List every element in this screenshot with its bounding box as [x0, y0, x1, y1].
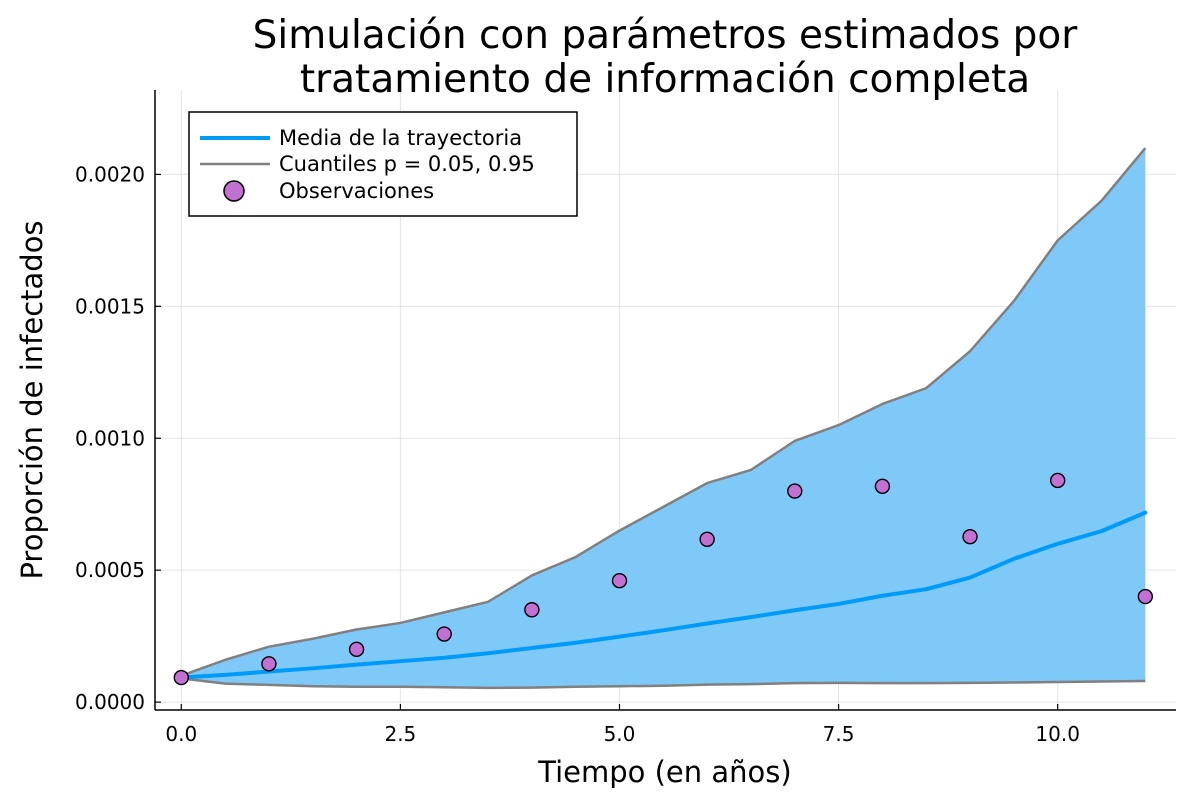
quantile-band	[181, 148, 1146, 688]
x-tick-label: 7.5	[823, 722, 855, 746]
observation-point	[699, 531, 715, 548]
series-lines	[179, 147, 1148, 690]
upper-quantile-line	[180, 147, 1147, 677]
observation-point	[611, 573, 628, 589]
tick-labels: 0.0 2.5 5.0 7.5 10.0 0.0000 0.0005 0.0010 0.0015…	[75, 162, 1080, 746]
y-axis-label: Proporción de infectados	[15, 220, 49, 579]
observation-point	[874, 478, 891, 494]
y-tick-label: 0.0020	[75, 162, 145, 186]
observation-points	[173, 472, 1154, 686]
y-tick-label: 0.0015	[75, 294, 145, 318]
y-tick-label: 0.0000	[75, 690, 145, 714]
observation-point	[787, 483, 803, 499]
chart-title-line-2: tratamiento de información completa	[300, 57, 1030, 102]
y-tick-label: 0.0010	[75, 426, 145, 450]
x-axis-label: Tiempo (en años)	[537, 755, 791, 789]
y-tick-label: 0.0005	[75, 558, 145, 582]
observation-point	[1137, 588, 1154, 605]
observation-point	[261, 656, 277, 672]
legend-quantile-label: Cuantiles p = 0.05, 0.95	[279, 152, 535, 176]
observation-point	[436, 626, 452, 642]
x-tick-label: 0.0	[165, 722, 197, 746]
legend-observation-label: Observaciones	[279, 179, 434, 203]
quantile-band-area	[181, 148, 1146, 688]
observation-point	[962, 528, 978, 545]
observation-point	[1049, 472, 1066, 489]
legend: Media de la trayectoria Cuantiles p = 0.…	[188, 111, 578, 217]
mean-trajectory-line	[179, 510, 1148, 680]
x-tick-label: 2.5	[384, 722, 416, 746]
observation-point	[173, 669, 189, 686]
x-tick-label: 5.0	[604, 722, 636, 746]
observation-point	[524, 602, 540, 618]
legend-mean-label: Media de la trayectoria	[279, 126, 522, 150]
observation-point	[348, 641, 365, 658]
axes	[154, 90, 1176, 711]
lower-quantile-line	[181, 677, 1146, 690]
legend-observation-marker	[223, 180, 245, 202]
chart-title-line-1: Simulación con parámetros estimados por	[253, 13, 1079, 58]
x-tick-label: 10.0	[1035, 722, 1080, 746]
